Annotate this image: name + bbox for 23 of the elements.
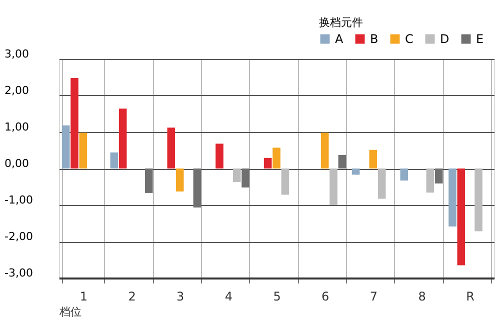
x-tick-label: 2 bbox=[128, 290, 136, 304]
x-tick-label: 3 bbox=[176, 290, 184, 304]
x-axis-title: 档位 bbox=[58, 306, 82, 318]
y-tick-label: 0,00 bbox=[4, 157, 29, 170]
legend-title: 换档元件 bbox=[319, 16, 363, 29]
x-tick-label: 8 bbox=[418, 290, 426, 304]
y-tick-label: -3,00 bbox=[4, 266, 33, 280]
x-tick-label: 4 bbox=[224, 290, 232, 304]
legend-label: B bbox=[370, 32, 378, 46]
legend-label: D bbox=[440, 32, 450, 46]
x-tick-label: 5 bbox=[273, 290, 281, 304]
x-tick-label: 6 bbox=[322, 290, 330, 304]
y-tick-label: -1,00 bbox=[4, 194, 33, 206]
x-tick-label: R bbox=[466, 290, 475, 304]
x-tick-label: 7 bbox=[370, 290, 378, 304]
legend-label: A bbox=[335, 32, 344, 46]
legend-label: C bbox=[405, 32, 414, 46]
y-tick-label: 1,00 bbox=[4, 120, 29, 134]
x-tick-label: 1 bbox=[80, 290, 88, 304]
legend-label: E bbox=[476, 32, 484, 46]
y-tick-label: 2,00 bbox=[4, 84, 29, 97]
y-tick-label: -2,00 bbox=[4, 230, 33, 243]
y-tick-label: 3,00 bbox=[4, 48, 29, 60]
